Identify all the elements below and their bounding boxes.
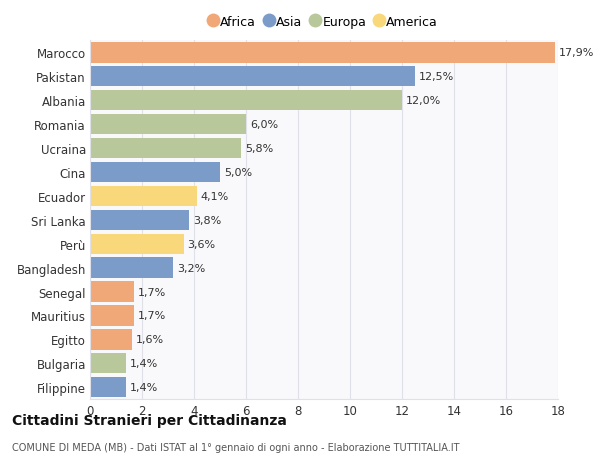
Text: 3,6%: 3,6% [187,239,215,249]
Bar [90,115,246,135]
Bar [90,91,402,111]
Bar [90,186,197,207]
Text: 17,9%: 17,9% [559,48,595,58]
Bar [90,330,131,350]
Text: 1,6%: 1,6% [136,335,164,345]
Text: 3,8%: 3,8% [193,215,221,225]
Text: 1,7%: 1,7% [138,311,166,321]
Text: 1,4%: 1,4% [130,358,158,369]
Bar [90,210,189,230]
Text: Cittadini Stranieri per Cittadinanza: Cittadini Stranieri per Cittadinanza [12,414,287,428]
Text: 12,5%: 12,5% [419,72,454,82]
Bar [90,234,184,254]
Text: 1,7%: 1,7% [138,287,166,297]
Text: 1,4%: 1,4% [130,382,158,392]
Bar [90,258,173,278]
Bar [90,67,415,87]
Text: COMUNE DI MEDA (MB) - Dati ISTAT al 1° gennaio di ogni anno - Elaborazione TUTTI: COMUNE DI MEDA (MB) - Dati ISTAT al 1° g… [12,442,460,452]
Text: 6,0%: 6,0% [250,120,278,130]
Text: 5,0%: 5,0% [224,168,252,178]
Bar [90,43,556,63]
Bar [90,306,134,326]
Text: 5,8%: 5,8% [245,144,273,154]
Bar [90,282,134,302]
Text: 12,0%: 12,0% [406,96,441,106]
Text: 3,2%: 3,2% [177,263,205,273]
Bar [90,377,127,397]
Bar [90,162,220,183]
Text: 4,1%: 4,1% [200,191,229,202]
Legend: Africa, Asia, Europa, America: Africa, Asia, Europa, America [208,13,440,32]
Bar [90,353,127,374]
Bar [90,139,241,159]
